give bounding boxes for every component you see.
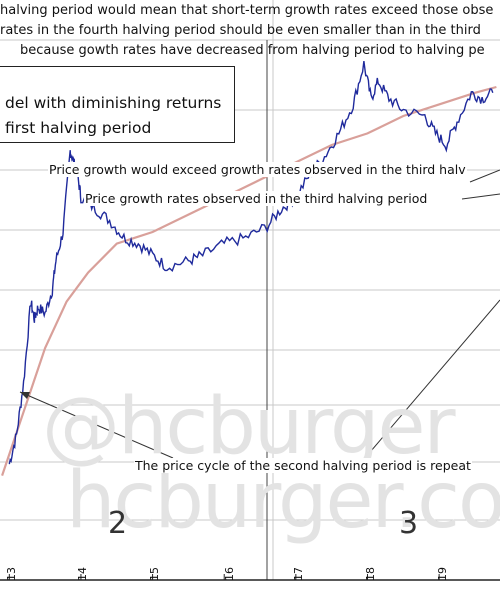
watermark-line-1: @hcburger [42,382,456,472]
arrow-cycle-right [364,299,500,459]
x-tick-label: 15 [148,567,161,581]
annotation-third-period: Price growth rates observed in the third… [84,191,429,206]
price-line [8,61,494,465]
annotation-arrows [19,169,500,459]
header-line-3: because gowth rates have decreased from … [20,43,485,58]
arrow-cycle-left [19,391,174,459]
arrow-head-left [20,392,30,399]
annotation-cycle-repeat: The price cycle of the second halving pe… [134,458,472,473]
arrow-third-period [461,193,500,200]
header-line-2: rates in the fourth halving period shoul… [0,23,481,38]
x-tick-label: 14 [76,567,89,581]
axis-layer [0,574,500,581]
x-tick-label: 13 [5,567,18,581]
x-tick-label: 19 [436,567,449,581]
legend-box: del with diminishing returns first halvi… [0,66,235,143]
x-tick-label: 17 [292,567,305,581]
annotation-growth-exceed: Price growth would exceed growth rates o… [48,162,467,177]
legend-line-1: del with diminishing returns [5,94,222,112]
period-label-3: 3 [399,506,419,541]
period-label-2: 2 [108,506,128,541]
legend-line-2: first halving period [5,119,152,137]
header-line-1: halving period would mean that short-ter… [0,3,494,18]
x-tick-label: 16 [223,567,236,581]
x-tick-label: 18 [364,567,377,581]
arrow-growth-exceed [469,169,500,183]
